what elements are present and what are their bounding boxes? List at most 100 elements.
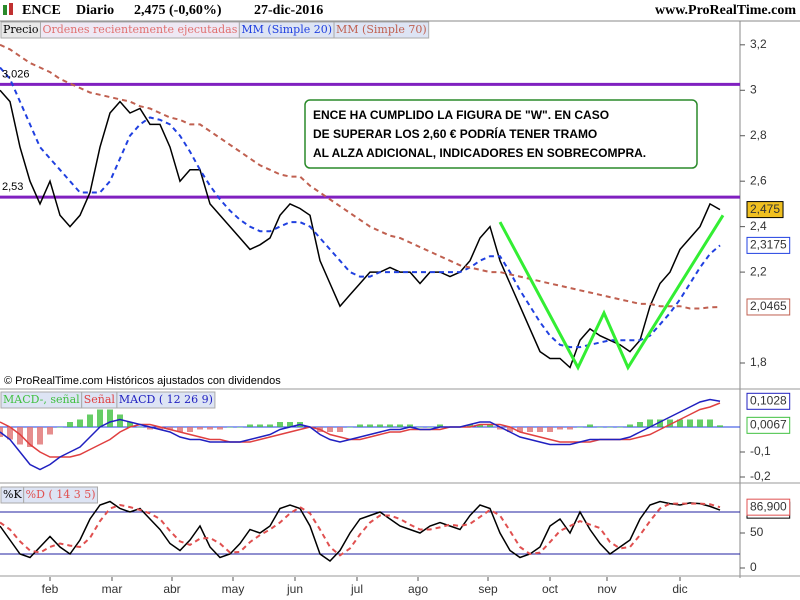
y-tick-label: 2,4 — [750, 219, 767, 233]
histogram-bar — [587, 424, 593, 427]
histogram-bar — [267, 424, 273, 427]
series-line — [0, 66, 721, 349]
last-value-box — [746, 236, 791, 254]
annotation-line: AL ALZA ADICIONAL, INDICADORES EN SOBREC… — [313, 146, 646, 160]
legend-box — [116, 391, 216, 409]
legend-entry: Precio — [3, 23, 39, 36]
histogram-bar — [487, 424, 493, 427]
histogram-bar — [617, 427, 623, 428]
histogram-bar — [7, 427, 13, 440]
histogram-bar — [337, 427, 343, 432]
histogram-bar — [427, 427, 433, 428]
y-tick-label: 50 — [750, 525, 764, 539]
y-tick-label: 3 — [750, 82, 757, 96]
histogram-bar — [407, 424, 413, 427]
annotation-box — [304, 99, 698, 169]
y-tick-label: -0,1 — [750, 444, 771, 458]
histogram-bar — [217, 427, 223, 430]
histogram-bar — [27, 427, 33, 447]
histogram-bar — [167, 427, 173, 430]
histogram-bar — [707, 419, 713, 427]
last-value-label: 2,475 — [750, 202, 780, 216]
histogram-bar — [647, 419, 653, 427]
histogram-bar — [207, 427, 213, 430]
x-tick-label: oct — [542, 582, 559, 596]
legend-entry: MM (Simple 70) — [336, 23, 427, 36]
legend-box — [23, 486, 99, 504]
header-icon — [9, 3, 13, 15]
x-tick-label: may — [222, 582, 245, 596]
series-line — [0, 398, 721, 471]
last-value-box — [746, 416, 791, 434]
last-value-label: 0,0067 — [750, 417, 787, 431]
series-line — [0, 89, 721, 369]
histogram-bar — [687, 419, 693, 427]
histogram-bar — [117, 414, 123, 427]
last-value-box — [746, 392, 791, 410]
x-tick-label: sep — [478, 582, 498, 596]
histogram-bar — [547, 427, 553, 432]
histogram-bar — [127, 422, 133, 427]
histogram-bar — [377, 424, 383, 427]
histogram-bar — [47, 427, 53, 435]
x-tick-label: abr — [163, 582, 180, 596]
header-bar — [0, 0, 800, 21]
legend-entry: Señal — [84, 393, 116, 406]
date: 27-dic-2016 — [254, 3, 323, 18]
price: 2,475 (-0,60%) — [134, 3, 222, 18]
x-tick-label: nov — [597, 582, 616, 596]
histogram-bar — [227, 427, 233, 428]
histogram-bar — [477, 424, 483, 427]
pattern-line — [498, 214, 725, 371]
histogram-bar — [627, 424, 633, 427]
ticker: ENCE — [22, 3, 61, 18]
level-label: 2,53 — [2, 181, 23, 193]
histogram-bar — [437, 424, 443, 427]
series-line — [0, 502, 721, 557]
y-tick-label: -0,2 — [750, 469, 771, 483]
histogram-bar — [557, 427, 563, 430]
y-tick-label: 3,2 — [750, 37, 767, 51]
histogram-bar — [537, 427, 543, 432]
series-line — [0, 43, 721, 310]
histogram-bar — [107, 409, 113, 427]
histogram-bar — [247, 424, 253, 427]
histogram-bar — [657, 419, 663, 427]
histogram-bar — [347, 427, 353, 428]
x-tick-label: jun — [286, 582, 303, 596]
histogram-bar — [677, 419, 683, 427]
x-tick-label: ago — [408, 582, 428, 596]
footer: © ProRealTime.com Históricos ajustados c… — [4, 375, 281, 387]
legend-box — [333, 21, 430, 39]
last-value-label: 0,1028 — [750, 393, 787, 407]
annotation-line: ENCE HA CUMPLIDO LA FIGURA DE "W". EN CA… — [313, 108, 609, 122]
histogram-bar — [237, 427, 243, 428]
histogram-bar — [67, 422, 73, 427]
histogram-bar — [277, 422, 283, 427]
histogram-bar — [257, 424, 263, 427]
legend-entry: MACD-, señal — [3, 393, 80, 406]
histogram-bar — [147, 427, 153, 430]
series-line — [0, 500, 721, 562]
last-value-box — [746, 498, 791, 516]
histogram-bar — [57, 427, 63, 428]
last-value-label: 2,3175 — [750, 238, 787, 252]
histogram-bar — [37, 427, 43, 445]
legend-entry: MACD ( 12 26 9) — [119, 393, 213, 406]
histogram-bar — [387, 424, 393, 427]
histogram-bar — [637, 422, 643, 427]
histogram-bar — [177, 427, 183, 432]
histogram-bar — [607, 427, 613, 428]
x-tick-label: mar — [102, 582, 123, 596]
last-value-box — [746, 298, 791, 316]
annotation-line: DE SUPERAR LOS 2,60 € PODRÍA TENER TRAMO — [313, 126, 597, 141]
last-value-label: 2,0465 — [750, 299, 787, 313]
legend-entry: %K — [3, 488, 22, 501]
histogram-bar — [467, 424, 473, 427]
histogram-bar — [0, 427, 3, 437]
y-tick-label: 2,6 — [750, 173, 767, 187]
y-tick-label: 2,8 — [750, 128, 767, 142]
histogram-bar — [397, 424, 403, 427]
